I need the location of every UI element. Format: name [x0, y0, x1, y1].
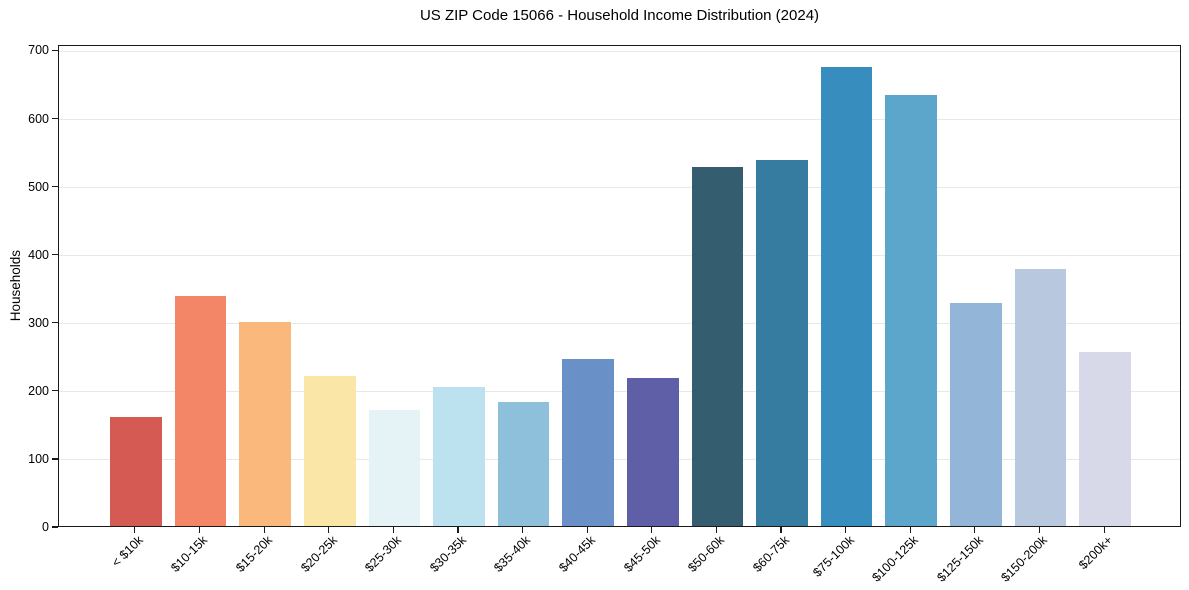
bar-60-75k: [756, 159, 808, 526]
bar-40-45k: [562, 359, 615, 526]
y-tick-label-700: 700: [28, 43, 49, 58]
x-tick-label-10-15k: $10-15k: [168, 533, 211, 575]
x-tick-label-20-25k: $20-25k: [297, 533, 340, 575]
bar-100-125k: [885, 95, 938, 526]
x-tick-label-200k: $200k+: [1075, 533, 1116, 573]
bar-20-25k: [303, 376, 356, 526]
x-tick-label-125-150k: $125-150k: [934, 533, 986, 585]
bar-125-150k: [950, 302, 1002, 526]
x-tick-mark-125-150k: [974, 527, 976, 533]
gridline-400: [59, 255, 1180, 257]
gridline-100: [59, 459, 1180, 461]
bar-10k: [110, 417, 162, 526]
bar-75-100k: [820, 67, 873, 526]
x-tick-mark-75-100k: [845, 527, 847, 533]
y-tick-label-600: 600: [28, 111, 49, 126]
x-tick-mark-150-200k: [1038, 527, 1041, 533]
bar-150-200k: [1014, 269, 1067, 526]
bar-15-20k: [239, 321, 291, 526]
bar-200k: [1079, 351, 1131, 526]
x-tick-mark-60-75k: [780, 527, 782, 533]
gridline-300: [59, 323, 1180, 325]
y-tick-mark-200: [52, 390, 58, 392]
y-tick-mark-600: [52, 117, 58, 120]
bar-10-15k: [174, 295, 227, 526]
x-tick-label-150-200k: $150-200k: [998, 533, 1051, 585]
y-tick-label-400: 400: [28, 247, 49, 262]
y-tick-mark-0: [52, 526, 58, 528]
x-tick-mark-200k: [1103, 527, 1105, 533]
x-tick-label-25-30k: $25-30k: [362, 533, 405, 575]
x-tick-label-45-50k: $45-50k: [620, 533, 663, 575]
y-tick-label-100: 100: [28, 451, 49, 466]
x-tick-mark-25-30k: [392, 527, 394, 533]
x-tick-label-60-75k: $60-75k: [750, 533, 792, 575]
x-tick-mark-10-15k: [198, 527, 201, 533]
bar-35-40k: [497, 402, 550, 526]
y-tick-label-200: 200: [28, 383, 49, 398]
x-tick-label-35-40k: $35-40k: [491, 533, 534, 575]
gridline-700: [59, 50, 1180, 52]
y-tick-mark-100: [52, 458, 58, 460]
y-tick-label-500: 500: [28, 179, 49, 194]
bar-25-30k: [368, 410, 421, 526]
x-tick-mark-40-45k: [586, 527, 588, 533]
x-tick-mark-30-35k: [457, 527, 459, 533]
y-tick-mark-700: [52, 49, 58, 52]
x-tick-mark-35-40k: [521, 527, 524, 533]
x-tick-mark-45-50k: [651, 527, 653, 533]
y-tick-mark-500: [52, 186, 58, 188]
bar-45-50k: [626, 377, 679, 526]
gridline-500: [59, 187, 1180, 189]
bar-30-35k: [433, 387, 485, 526]
y-tick-label-0: 0: [42, 520, 49, 534]
x-tick-label-100-125k: $100-125k: [869, 533, 922, 585]
x-tick-mark-15-20k: [263, 527, 265, 533]
y-tick-label-300: 300: [28, 315, 49, 330]
chart-title: US ZIP Code 15066 - Household Income Dis…: [419, 7, 820, 24]
x-tick-mark-20-25k: [328, 527, 330, 533]
x-tick-label-15-20k: $15-20k: [233, 533, 276, 575]
plot-area: [58, 45, 1181, 527]
x-tick-mark-50-60k: [715, 527, 717, 533]
x-tick-mark-10k: [134, 527, 136, 533]
x-tick-label-40-45k: $40-45k: [556, 533, 599, 575]
bar-50-60k: [691, 167, 744, 526]
x-tick-mark-100-125k: [909, 527, 911, 533]
y-tick-mark-400: [52, 254, 58, 256]
x-tick-label-75-100k: $75-100k: [809, 533, 857, 580]
x-tick-label-30-35k: $30-35k: [427, 533, 469, 575]
y-tick-mark-300: [52, 322, 58, 324]
x-tick-label-50-60k: $50-60k: [685, 533, 728, 575]
x-tick-label-10k: < $10k: [109, 533, 146, 570]
gridline-600: [59, 119, 1180, 121]
gridline-200: [59, 391, 1180, 393]
